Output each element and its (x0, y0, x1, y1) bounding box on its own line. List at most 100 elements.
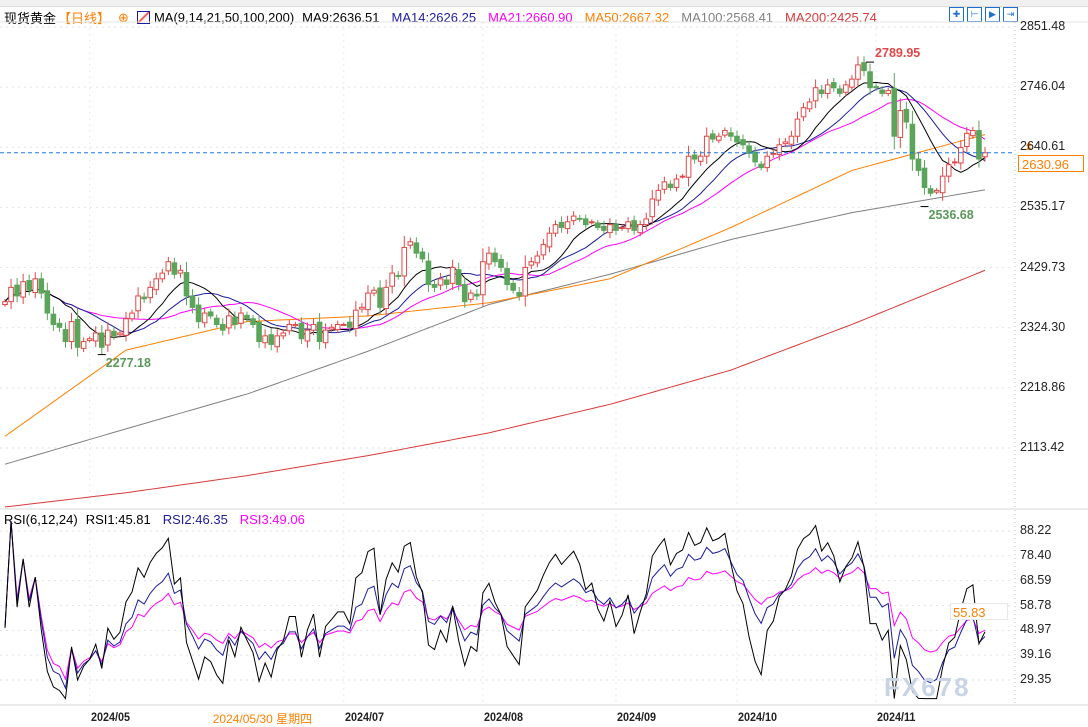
candle[interactable] (213, 314, 220, 328)
candle[interactable] (389, 264, 395, 294)
candle[interactable] (582, 214, 589, 229)
candle[interactable] (976, 120, 982, 168)
candle[interactable] (843, 80, 849, 97)
candle[interactable] (98, 324, 105, 355)
candle[interactable] (256, 314, 262, 348)
candle[interactable] (504, 261, 510, 291)
candle[interactable] (619, 224, 625, 231)
candle[interactable] (431, 279, 438, 293)
candle[interactable] (443, 275, 450, 289)
candle[interactable] (244, 311, 250, 322)
candle[interactable] (673, 174, 680, 192)
candle[interactable] (788, 130, 795, 149)
candle[interactable] (232, 311, 238, 330)
candle[interactable] (873, 83, 879, 91)
candle[interactable] (824, 78, 831, 99)
candle[interactable] (510, 279, 516, 294)
candle[interactable] (855, 56, 861, 87)
candle[interactable] (262, 329, 268, 349)
candle[interactable] (413, 237, 420, 259)
candle[interactable] (516, 286, 522, 301)
candle[interactable] (468, 289, 474, 303)
candle[interactable] (292, 321, 299, 328)
candle[interactable] (492, 247, 498, 267)
candle[interactable] (201, 307, 208, 328)
candle[interactable] (794, 111, 801, 143)
candle[interactable] (546, 227, 553, 253)
candle[interactable] (159, 268, 166, 283)
candle[interactable] (268, 327, 274, 351)
candle[interactable] (419, 247, 426, 263)
candle[interactable] (982, 147, 988, 162)
candle[interactable] (165, 256, 172, 276)
candle[interactable] (945, 157, 952, 183)
candle[interactable] (716, 132, 722, 144)
candle[interactable] (183, 261, 190, 306)
candle[interactable] (274, 329, 281, 353)
candle[interactable] (425, 252, 432, 292)
candle[interactable] (734, 130, 740, 147)
candle[interactable] (316, 313, 323, 350)
candle[interactable] (86, 336, 93, 343)
candle[interactable] (891, 73, 898, 150)
candle[interactable] (709, 129, 716, 143)
candle[interactable] (141, 292, 147, 303)
candle[interactable] (498, 254, 504, 272)
candle[interactable] (334, 320, 341, 333)
candle[interactable] (570, 211, 577, 225)
candle[interactable] (661, 176, 668, 194)
candle[interactable] (564, 215, 571, 234)
candle[interactable] (927, 185, 934, 197)
candle[interactable] (697, 151, 704, 166)
candle[interactable] (74, 308, 81, 357)
candle[interactable] (703, 127, 710, 164)
candle[interactable] (915, 152, 922, 177)
candle[interactable] (92, 326, 99, 347)
candle[interactable] (219, 318, 226, 336)
candle[interactable] (310, 318, 317, 336)
candle[interactable] (655, 184, 662, 206)
candle[interactable] (135, 287, 141, 319)
candle[interactable] (830, 77, 837, 92)
candle[interactable] (68, 312, 75, 350)
candle[interactable] (722, 127, 728, 138)
candle[interactable] (461, 277, 468, 308)
candle[interactable] (50, 306, 57, 331)
candle[interactable] (147, 280, 153, 304)
candle[interactable] (740, 134, 746, 150)
candle[interactable] (770, 148, 777, 159)
candle[interactable] (437, 272, 444, 291)
candle[interactable] (32, 272, 39, 299)
candle[interactable] (752, 146, 758, 167)
candle[interactable] (111, 326, 117, 340)
candle[interactable] (304, 322, 311, 348)
candle[interactable] (105, 322, 111, 352)
candle[interactable] (540, 238, 547, 260)
candle[interactable] (643, 212, 650, 231)
candle[interactable] (909, 110, 916, 171)
candle[interactable] (328, 324, 335, 332)
candle[interactable] (365, 285, 371, 317)
candle[interactable] (933, 188, 940, 195)
candle[interactable] (764, 151, 771, 172)
candle[interactable] (129, 309, 135, 322)
candle[interactable] (407, 237, 414, 249)
candle[interactable] (861, 56, 867, 77)
candle[interactable] (613, 219, 619, 235)
candle[interactable] (340, 322, 347, 327)
candle[interactable] (177, 264, 184, 278)
candle[interactable] (117, 329, 123, 338)
candle[interactable] (377, 280, 383, 315)
candle[interactable] (474, 289, 480, 301)
candle[interactable] (951, 158, 958, 166)
candle[interactable] (879, 86, 885, 97)
candle[interactable] (322, 323, 329, 349)
candle[interactable] (921, 159, 928, 195)
candle[interactable] (250, 314, 256, 328)
candle[interactable] (26, 274, 32, 296)
candle[interactable] (383, 279, 389, 316)
candle[interactable] (286, 319, 293, 335)
candle[interactable] (939, 166, 946, 201)
candle[interactable] (189, 289, 196, 314)
candle[interactable] (298, 317, 305, 345)
